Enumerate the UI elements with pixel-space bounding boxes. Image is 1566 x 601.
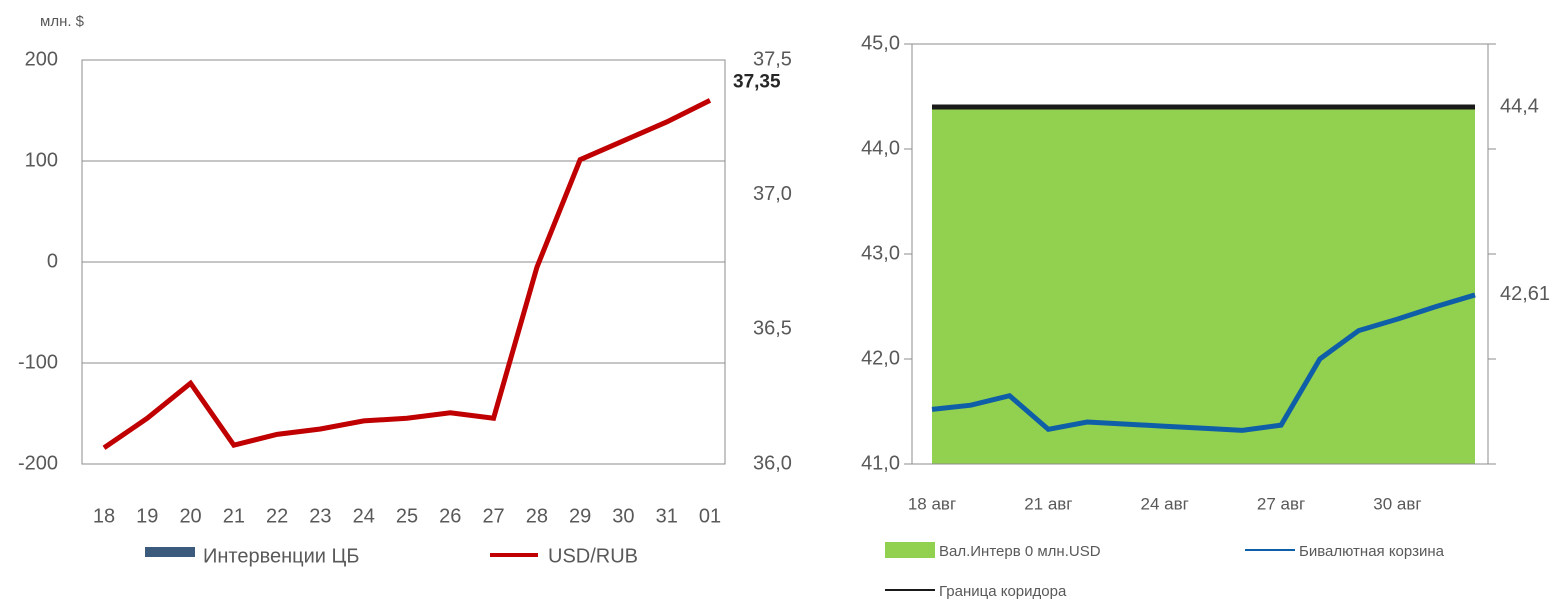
area [932, 107, 1475, 464]
x-tick-label: 31 [656, 505, 678, 527]
x-tick-label: 30 авг [1373, 494, 1421, 513]
y-tick-label: 43,0 [861, 242, 900, 264]
legend-label: Вал.Интерв 0 млн.USD [939, 543, 1101, 560]
plot-frame [911, 43, 1489, 465]
x-tick-label: 24 авг [1141, 494, 1189, 513]
y-tick-label: 0 [47, 250, 58, 272]
x-tick-label: 27 авг [1257, 494, 1305, 513]
x-tick-label: 24 [353, 505, 375, 527]
x-tick-label: 30 [612, 505, 634, 527]
x-tick-label: 19 [136, 505, 158, 527]
y-tick-label: 200 [25, 48, 58, 70]
line [102, 98, 712, 450]
y-tick-label: 100 [25, 149, 58, 171]
legend-label: Бивалютная корзина [1299, 543, 1445, 560]
x-tick-label: 18 авг [908, 494, 956, 513]
x-tick-label: 28 [526, 505, 548, 527]
legend-label: Граница коридора [939, 583, 1067, 600]
y-axis-label: млн. $ [40, 13, 85, 30]
x-tick-label: 22 [266, 505, 288, 527]
y2-tick-label: 36,0 [753, 452, 792, 474]
legend-label: USD/RUB [548, 545, 638, 567]
y-tick-label: 41,0 [861, 452, 900, 474]
legend-swatch [885, 542, 935, 558]
data-label: 44,4 [1500, 95, 1539, 117]
data-label: 42,61 [1500, 283, 1550, 305]
y-tick-label: -200 [18, 452, 58, 474]
line [931, 292, 1476, 433]
x-tick-label: 27 [482, 505, 504, 527]
x-tick-label: 18 [93, 505, 115, 527]
y-tick-label: -100 [18, 351, 58, 373]
x-tick-label: 23 [309, 505, 331, 527]
y-tick-label: 44,0 [861, 137, 900, 159]
x-tick-label: 20 [179, 505, 201, 527]
y2-tick-label: 36,5 [753, 318, 792, 340]
x-tick-label: 21 авг [1024, 494, 1072, 513]
x-tick-label: 25 [396, 505, 418, 527]
plot-frame [81, 59, 726, 465]
x-tick-label: 21 [223, 505, 245, 527]
x-tick-label: 26 [439, 505, 461, 527]
y2-tick-label: 37,5 [753, 48, 792, 70]
x-tick-label: 01 [699, 505, 721, 527]
y-tick-label: 45,0 [861, 32, 900, 54]
y-tick-label: 42,0 [861, 347, 900, 369]
y2-tick-label: 37,0 [753, 183, 792, 205]
legend-label: Интервенции ЦБ [203, 545, 359, 567]
x-tick-label: 29 [569, 505, 591, 527]
legend-swatch [145, 547, 195, 557]
data-label: 37,35 [733, 71, 781, 92]
